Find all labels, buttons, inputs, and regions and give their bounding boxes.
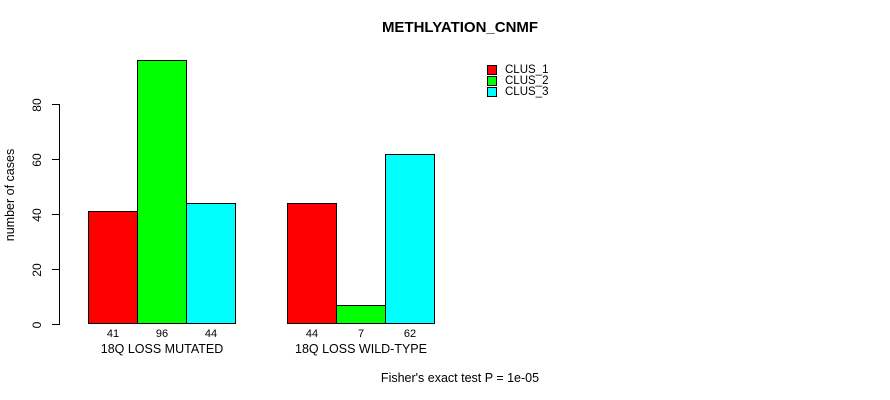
y-tick-label: 0 <box>30 321 44 328</box>
bar-value-label: 44 <box>204 328 218 340</box>
bar-value-label: 7 <box>357 328 365 340</box>
y-tick-mark <box>52 214 59 215</box>
bar <box>385 153 435 324</box>
bar-value-label: 96 <box>155 328 169 340</box>
chart-title: METHLYATION_CNMF <box>381 19 539 36</box>
annotation-text: Fisher's exact test P = 1e-05 <box>380 371 540 385</box>
category-label: 18Q LOSS MUTATED <box>100 342 224 356</box>
category-label: 18Q LOSS WILD-TYPE <box>295 342 427 356</box>
bar <box>137 60 187 324</box>
legend-label: CLUS_3 <box>505 86 549 98</box>
legend-swatch <box>487 76 497 86</box>
y-tick-label: 40 <box>30 207 44 222</box>
bar <box>186 203 236 324</box>
bar <box>88 211 138 324</box>
y-tick-mark <box>52 269 59 270</box>
y-tick-mark <box>52 104 59 105</box>
y-tick-label: 60 <box>30 152 44 167</box>
bar-value-label: 41 <box>106 328 120 340</box>
y-tick-mark <box>52 324 59 325</box>
y-tick-label: 80 <box>30 97 44 112</box>
bar-value-label: 62 <box>403 328 417 340</box>
legend-label: CLUS_1 <box>505 64 549 76</box>
bar-value-label: 44 <box>305 328 319 340</box>
bar <box>336 304 386 324</box>
y-tick-label: 20 <box>30 262 44 277</box>
y-tick-mark <box>52 159 59 160</box>
y-axis-line <box>59 104 60 325</box>
legend-label: CLUS_2 <box>505 75 549 87</box>
bar <box>287 203 337 324</box>
legend-swatch <box>487 87 497 97</box>
legend-swatch <box>487 65 497 75</box>
